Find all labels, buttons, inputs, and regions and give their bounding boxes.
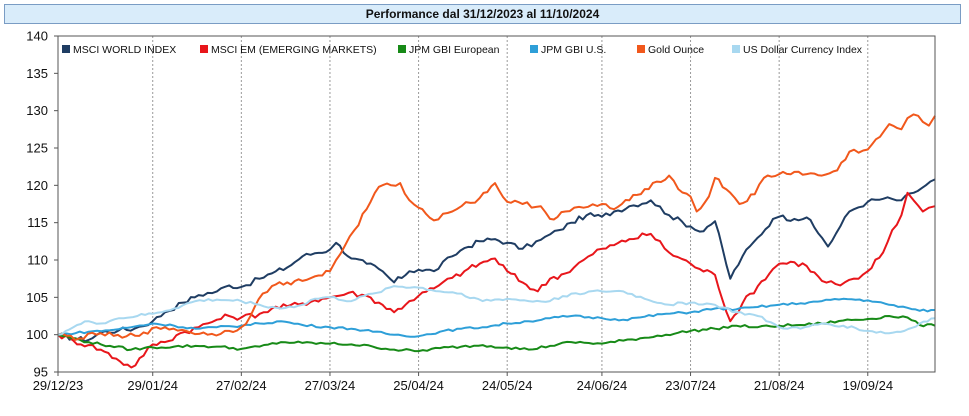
legend-swatch [637,45,645,53]
legend-swatch [200,45,208,53]
legend-entry: US Dollar Currency Index [732,44,863,56]
series-line [57,191,936,369]
series-line [57,113,936,341]
legend-label: US Dollar Currency Index [743,44,863,56]
chart-title: Performance dal 31/12/2023 al 11/10/2024 [4,4,961,24]
legend: MSCI WORLD INDEX MSCI EM (EMERGING MARKET… [62,44,863,56]
x-tick-label: 21/08/24 [754,378,805,393]
y-tick-label: 110 [27,253,48,268]
legend-entry: MSCI WORLD INDEX [62,44,176,56]
x-axis: 29/12/23 29/01/24 27/02/24 27/03/24 25/04/24… [33,372,893,393]
x-tick-label: 19/09/24 [842,378,893,393]
x-tick-label: 24/06/24 [577,378,628,393]
x-tick-label: 27/03/24 [305,378,356,393]
series-line [57,297,935,338]
x-tick-label: 23/07/24 [665,378,716,393]
plot-frame [57,35,936,373]
x-tick-label: 27/02/24 [216,378,267,393]
legend-swatch [398,45,406,53]
legend-entry: MSCI EM (EMERGING MARKETS) [200,44,377,56]
legend-label: Gold Ounce [648,44,704,56]
series-layer [57,113,936,369]
x-tick-label: 29/12/23 [33,378,84,393]
y-tick-label: 125 [26,141,48,156]
x-tick-label: 25/04/24 [393,378,444,393]
legend-entry: JPM GBI European [398,44,500,56]
y-tick-label: 120 [26,178,48,193]
y-tick-label: 95 [34,365,48,380]
y-tick-label: 140 [26,29,48,44]
x-tick-label: 29/01/24 [127,378,178,393]
legend-swatch [62,45,70,53]
legend-label: MSCI EM (EMERGING MARKETS) [211,44,377,56]
y-tick-label: 115 [27,215,48,230]
legend-entry: Gold Ounce [637,44,704,56]
series-line [57,315,936,353]
series-line [57,285,936,336]
series-line [57,178,936,343]
legend-swatch [530,45,538,53]
y-tick-label: 135 [26,66,48,81]
legend-entry: JPM GBI U.S. [530,44,606,56]
x-tick-label: 24/05/24 [482,378,533,393]
legend-label: MSCI WORLD INDEX [73,44,176,56]
y-tick-label: 130 [26,103,48,118]
legend-swatch [732,45,740,53]
y-tick-label: 100 [26,327,48,342]
y-tick-label: 105 [26,290,48,305]
legend-label: JPM GBI U.S. [541,44,606,56]
legend-label: JPM GBI European [409,44,500,56]
y-axis: 95 100 105 110 115 120 125 130 135 140 [26,29,58,380]
